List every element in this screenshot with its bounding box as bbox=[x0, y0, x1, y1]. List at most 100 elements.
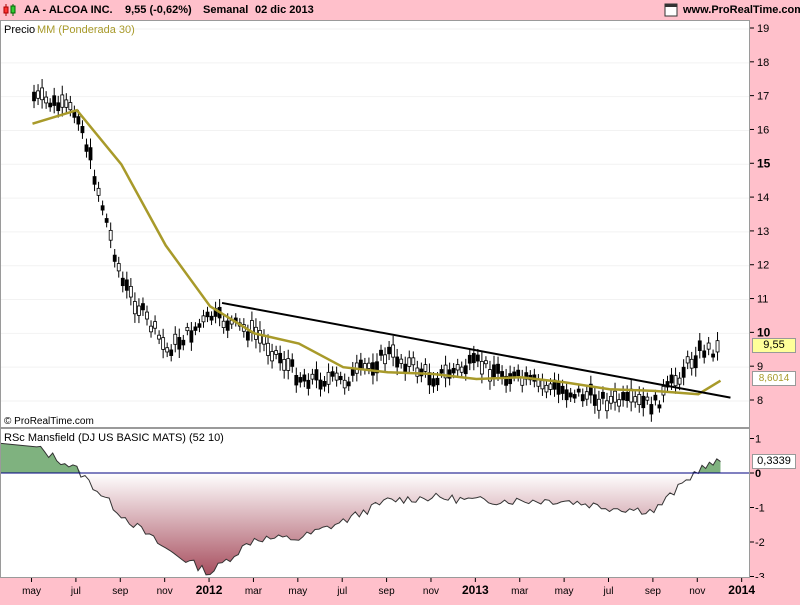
candle-body bbox=[68, 102, 73, 111]
time-axis-svg: may jul sep nov 2012 mar may jul sep nov 2013 mar ma… bbox=[22, 578, 755, 597]
candle-body bbox=[689, 358, 694, 369]
candle-body bbox=[665, 381, 670, 388]
candle-body bbox=[185, 327, 190, 332]
candle-body bbox=[245, 331, 250, 341]
negative-area bbox=[1, 473, 721, 575]
candle-body bbox=[653, 394, 658, 401]
candle-body bbox=[310, 373, 315, 380]
candle-body bbox=[274, 350, 279, 355]
candle-body bbox=[80, 126, 85, 134]
candle-body bbox=[88, 147, 93, 161]
candle-body bbox=[435, 377, 440, 386]
candle-body bbox=[104, 218, 109, 223]
indicator-label: RSc Mansfield (DJ US BASIC MATS) (52 10) bbox=[4, 432, 224, 444]
y-tick-label: -1 bbox=[755, 503, 765, 515]
candle-body bbox=[128, 285, 133, 298]
candle-body bbox=[100, 205, 105, 211]
candle-body bbox=[225, 320, 230, 331]
candle-body bbox=[564, 389, 569, 401]
candle-body bbox=[649, 404, 654, 415]
candle-body bbox=[169, 349, 174, 356]
y-tick-label: 18 bbox=[757, 57, 769, 69]
site-label[interactable]: www.ProRealTime.com bbox=[683, 4, 800, 16]
x-tick-label: sep bbox=[379, 586, 396, 597]
candle-body bbox=[322, 381, 327, 387]
date-label: 02 dic 2013 bbox=[255, 4, 314, 16]
ma-value-badge: 8,6014 bbox=[752, 371, 796, 386]
candle-body bbox=[314, 369, 319, 381]
candle-body bbox=[609, 395, 613, 404]
candle-body bbox=[108, 229, 113, 241]
x-tick-label: 2014 bbox=[728, 583, 755, 597]
candle-body bbox=[120, 277, 125, 287]
x-tick-label: 2013 bbox=[462, 583, 489, 597]
y-tick-label: -2 bbox=[755, 537, 765, 549]
y-tick-label: 9 bbox=[757, 361, 763, 373]
candle-body bbox=[496, 363, 500, 374]
candle-body bbox=[572, 394, 577, 399]
candle-body bbox=[298, 377, 303, 383]
candle-body bbox=[685, 356, 690, 364]
x-tick-label: nov bbox=[423, 586, 439, 597]
candle-body bbox=[560, 385, 565, 394]
candle-body bbox=[597, 398, 601, 411]
ma-line bbox=[32, 108, 722, 396]
candle-body bbox=[116, 263, 121, 272]
chart-header: AA - ALCOA INC. 9,55 (-0,62%) Semanal 02… bbox=[0, 0, 800, 20]
watermark: © ProRealTime.com bbox=[4, 416, 94, 427]
candle-body bbox=[637, 394, 642, 406]
candle-body bbox=[568, 392, 573, 398]
candle-body bbox=[431, 378, 436, 387]
x-tick-label: nov bbox=[689, 586, 705, 597]
period-label: Semanal bbox=[203, 4, 249, 16]
candle-body bbox=[334, 372, 339, 381]
candle-body bbox=[407, 357, 412, 367]
candle-body bbox=[399, 358, 404, 364]
candle-body bbox=[157, 334, 162, 340]
candle-body bbox=[201, 315, 206, 323]
candle-body bbox=[96, 187, 101, 196]
x-tick-label: sep bbox=[112, 586, 129, 597]
candle-body bbox=[455, 364, 460, 371]
candle-body bbox=[76, 116, 81, 125]
candle-body bbox=[411, 357, 416, 366]
candle-body bbox=[286, 358, 291, 371]
candle-body bbox=[258, 330, 262, 344]
candle-body bbox=[669, 374, 674, 384]
candle-body bbox=[673, 375, 678, 387]
candle-body bbox=[112, 254, 117, 262]
candle-body bbox=[189, 330, 194, 343]
instrument-title: AA - ALCOA INC. bbox=[24, 4, 113, 16]
candle-body bbox=[173, 333, 178, 345]
y-tick-label: 11 bbox=[757, 294, 768, 306]
candle-body bbox=[52, 95, 57, 106]
x-tick-label: may bbox=[555, 586, 574, 597]
candle-body bbox=[342, 379, 347, 389]
candle-body bbox=[715, 340, 720, 353]
candle-body bbox=[177, 337, 182, 350]
candle-body bbox=[443, 364, 448, 379]
price-chart-panel[interactable]: Precio MM (Ponderada 30) © ProRealTime.c… bbox=[0, 20, 750, 428]
candle-body bbox=[391, 344, 396, 358]
trendline bbox=[221, 301, 731, 399]
candle-body bbox=[475, 354, 480, 362]
candle-body bbox=[702, 350, 707, 358]
candle-body bbox=[544, 384, 549, 393]
candle-body bbox=[379, 349, 383, 356]
x-tick-label: may bbox=[288, 586, 307, 597]
candle-body bbox=[209, 315, 214, 321]
candle-body bbox=[471, 353, 476, 364]
candle-body bbox=[318, 379, 323, 390]
window-menu-icon[interactable] bbox=[664, 3, 678, 17]
indicator-panel[interactable]: RSc Mansfield (DJ US BASIC MATS) (52 10) bbox=[0, 428, 750, 578]
candle-body bbox=[536, 379, 541, 387]
precio-label: Precio bbox=[4, 24, 36, 36]
candle-body bbox=[711, 353, 715, 358]
candle-body bbox=[153, 321, 157, 329]
candle-body bbox=[617, 399, 621, 407]
x-tick-label: sep bbox=[645, 586, 662, 597]
y-tick-label: -3 bbox=[755, 572, 765, 579]
candle-body bbox=[625, 391, 630, 401]
candle-body bbox=[641, 395, 646, 409]
y-tick-label: 1 bbox=[755, 434, 761, 446]
